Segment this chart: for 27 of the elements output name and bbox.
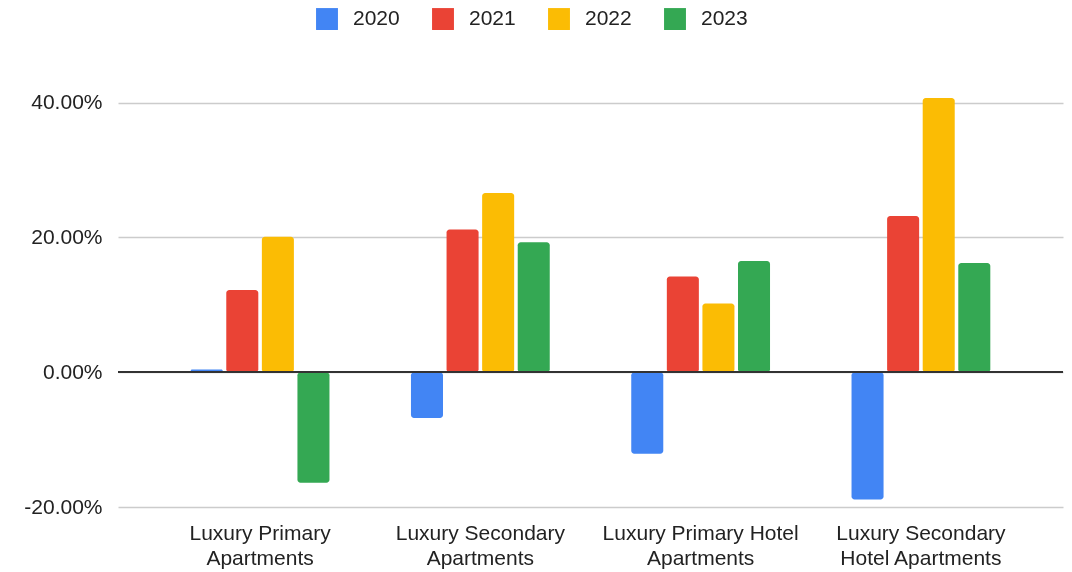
bar xyxy=(851,372,884,500)
y-tick-label: 40.00% xyxy=(31,90,103,114)
bar xyxy=(482,193,515,373)
bar xyxy=(226,290,259,373)
y-tick-label: -20.00% xyxy=(24,494,103,518)
x-tick-label: Luxury Secondary Apartments xyxy=(395,520,566,569)
y-tick-label: 0.00% xyxy=(42,359,103,383)
bar xyxy=(702,303,735,373)
legend-label: 2022 xyxy=(585,6,632,30)
bar xyxy=(261,236,294,373)
legend-label: 2021 xyxy=(469,6,516,30)
bar xyxy=(446,229,479,373)
y-tick-label: 20.00% xyxy=(31,224,103,248)
bar xyxy=(297,372,330,483)
bar xyxy=(958,263,991,373)
x-tick-label: Luxury Primary Apartments xyxy=(189,520,332,569)
bar xyxy=(922,98,955,373)
bar xyxy=(666,276,699,373)
bar xyxy=(631,372,664,454)
bar xyxy=(410,372,443,419)
bar xyxy=(887,215,920,373)
legend-label: 2023 xyxy=(701,6,748,30)
bar xyxy=(517,242,550,373)
x-tick-label: Luxury Primary Hotel Apartments xyxy=(602,520,799,569)
x-tick-label: Luxury Secondary Hotel Apartments xyxy=(836,520,1007,569)
bar xyxy=(738,261,771,373)
legend-label: 2020 xyxy=(353,6,400,30)
